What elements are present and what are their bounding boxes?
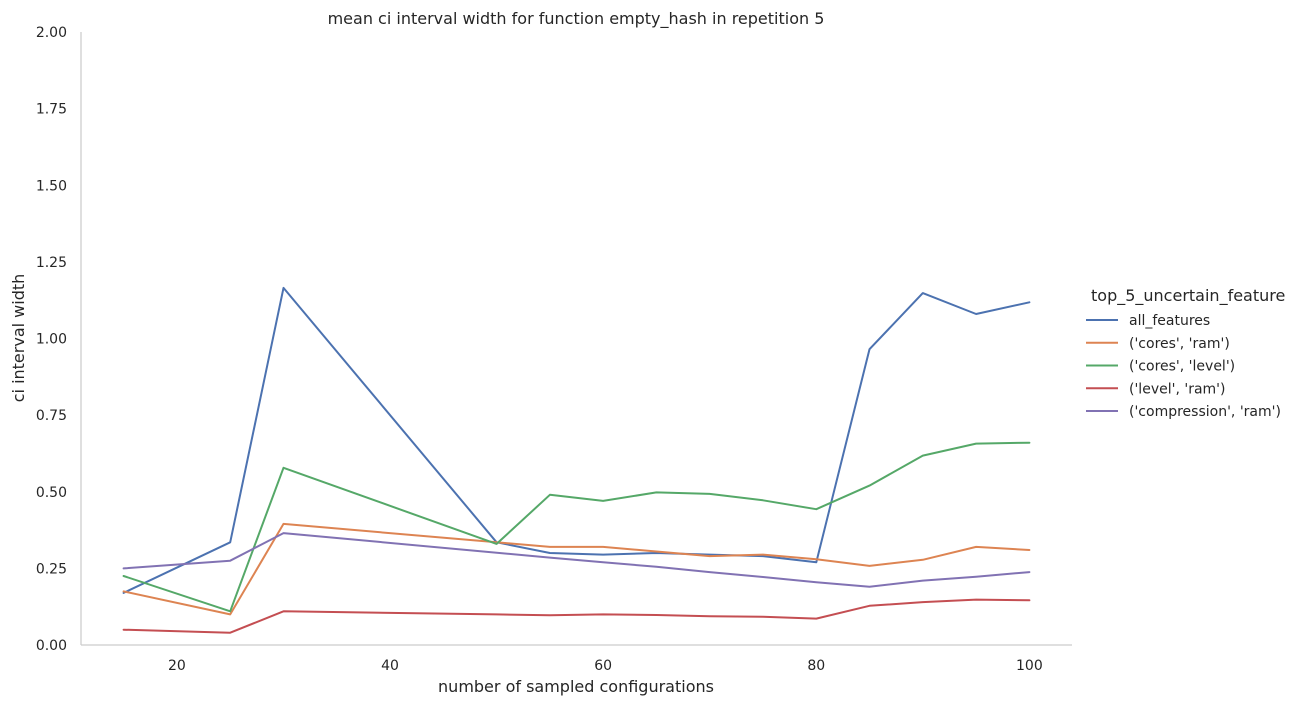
y-tick-label: 0.50 — [36, 485, 67, 501]
plot-area — [122, 286, 1031, 634]
legend-label: ('cores', 'level') — [1129, 359, 1235, 375]
legend-items: all_features ('cores', 'ram') ('cores', 'l… — [1086, 313, 1281, 420]
chart-title: mean ci interval width for function empt… — [328, 9, 825, 29]
legend-title: top_5_uncertain_feature — [1091, 286, 1285, 306]
series-line — [122, 598, 1031, 634]
series-line — [122, 532, 1031, 588]
x-tick-label: 100 — [1016, 658, 1043, 674]
x-tick-label: 20 — [168, 658, 186, 674]
legend-label: ('cores', 'ram') — [1129, 336, 1230, 352]
legend: top_5_uncertain_feature all_features ('co… — [1086, 286, 1285, 420]
y-tick-label: 1.75 — [36, 102, 67, 118]
x-axis-label: number of sampled configurations — [438, 677, 714, 696]
y-tick-label: 0.25 — [36, 561, 67, 577]
y-tick-label: 2.00 — [36, 25, 67, 41]
y-tick-label: 1.00 — [36, 332, 67, 348]
x-tick-label: 40 — [381, 658, 399, 674]
legend-label: ('compression', 'ram') — [1129, 404, 1281, 420]
y-axis-label: ci interval width — [9, 274, 28, 403]
legend-label: ('level', 'ram') — [1129, 381, 1225, 397]
y-ticks: 0.00 0.25 0.50 0.75 1.00 1.25 1.50 1.75 2.00 — [36, 25, 67, 654]
x-tick-label: 60 — [594, 658, 612, 674]
x-ticks: 20 40 60 80 100 — [168, 658, 1043, 674]
y-tick-label: 0.00 — [36, 638, 67, 654]
series-line — [122, 441, 1031, 613]
legend-label: all_features — [1129, 313, 1210, 329]
y-tick-label: 1.25 — [36, 255, 67, 271]
y-tick-label: 0.75 — [36, 408, 67, 424]
x-tick-label: 80 — [807, 658, 825, 674]
series-line — [122, 522, 1031, 616]
y-tick-label: 1.50 — [36, 178, 67, 194]
